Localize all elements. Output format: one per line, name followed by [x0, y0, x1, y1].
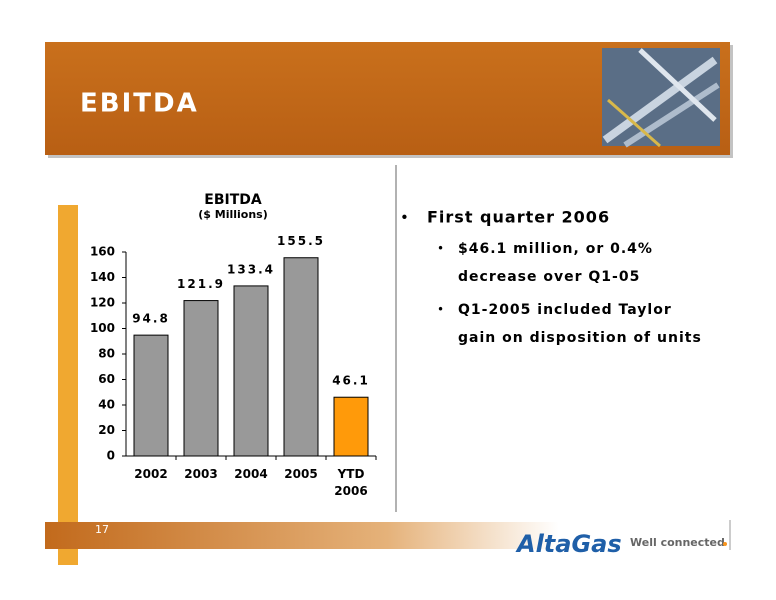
bullets: • First quarter 2006 • $46.1 million, or 0.… [400, 208, 702, 347]
sub-bullet-marker: • [437, 303, 444, 317]
value-label: 121.9 [177, 277, 225, 291]
bullet-text: First quarter 2006 [427, 208, 610, 227]
value-label: 94.8 [132, 312, 170, 326]
value-label: 155.5 [277, 234, 325, 248]
side-bar [58, 205, 78, 565]
x-tick-label: 2002 [134, 467, 168, 481]
y-tick-label: 100 [90, 321, 115, 335]
x-tick-label: YTD 2006 [334, 467, 368, 498]
bar [233, 285, 269, 457]
y-tick-label: 0 [107, 449, 115, 463]
page-number: 17 [95, 523, 109, 536]
y-tick-label: 140 [90, 270, 115, 284]
x-tick-label: 2005 [284, 467, 318, 481]
y-tick-label: 120 [90, 296, 115, 310]
sub-bullet-text: $46.1 million, or 0.4% [458, 241, 653, 257]
bar [283, 257, 319, 457]
footer-band [45, 522, 730, 549]
value-label: 46.1 [332, 374, 370, 388]
tagline-dot [723, 542, 727, 546]
sub-bullet-marker: • [437, 242, 444, 256]
y-tick-label: 160 [90, 245, 115, 259]
logo: AltaGas [515, 530, 622, 558]
sub-bullet-text: Q1-2005 included Taylor [458, 302, 672, 318]
chart-title: EBITDA [204, 192, 262, 208]
chart-subtitle: ($ Millions) [198, 208, 268, 221]
x-tick-label: 2004 [234, 467, 268, 481]
sub-bullet-text: decrease over Q1-05 [458, 269, 640, 285]
header-image [602, 48, 720, 148]
bar [133, 334, 169, 457]
bullet-marker: • [400, 209, 409, 227]
y-tick-label: 80 [98, 347, 115, 361]
bar [183, 300, 219, 457]
x-tick-label: 2003 [184, 467, 218, 481]
tagline: Well connected [630, 536, 725, 549]
y-tick-label: 20 [98, 423, 115, 437]
value-label: 133.4 [227, 262, 275, 276]
slide-title: EBITDA [80, 89, 199, 119]
sub-bullet-text: gain on disposition of units [458, 330, 702, 346]
y-tick-label: 40 [98, 398, 115, 412]
y-tick-label: 60 [98, 372, 115, 386]
bar [333, 396, 369, 457]
